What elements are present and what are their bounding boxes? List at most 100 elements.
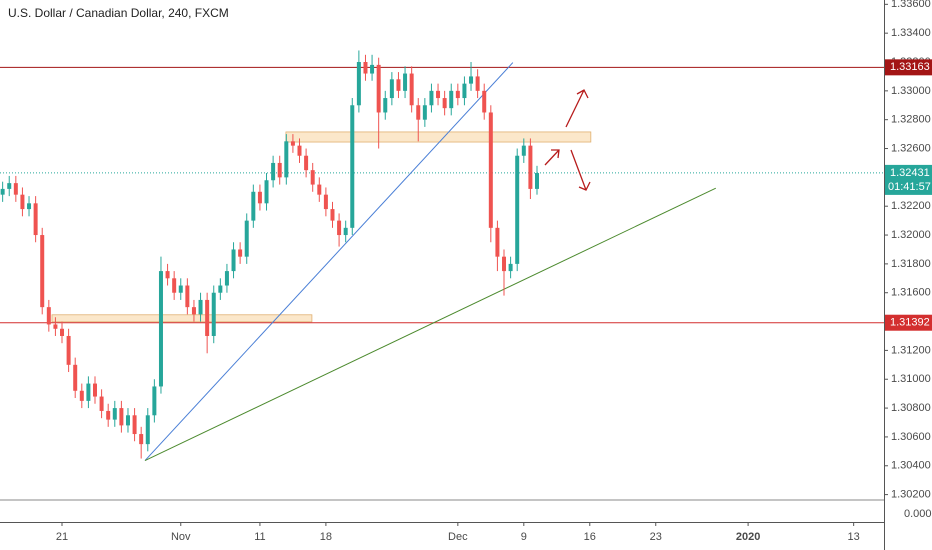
candle-body xyxy=(290,141,295,146)
level-tag xyxy=(885,59,932,76)
candle-body xyxy=(436,90,441,99)
last-price-label: 1.32431 xyxy=(890,167,930,179)
candle-body xyxy=(370,64,375,74)
candle-body xyxy=(528,145,533,189)
y-tick-label: 1.33000 xyxy=(891,85,931,97)
candle-body xyxy=(350,105,355,228)
candle-body xyxy=(495,227,500,257)
candle-body xyxy=(238,249,243,257)
candle-body xyxy=(244,220,249,257)
y-tick-label: 1.31000 xyxy=(891,373,931,385)
candle-body xyxy=(502,256,507,272)
candle-body xyxy=(396,79,401,91)
x-tick-label: 18 xyxy=(320,531,332,543)
candle-body xyxy=(152,386,157,416)
x-tick-label: 2020 xyxy=(736,531,760,543)
candle-body xyxy=(205,299,210,336)
x-tick-label: 13 xyxy=(848,531,860,543)
candle-body xyxy=(27,203,32,210)
candle-body xyxy=(257,191,262,204)
candle-body xyxy=(99,396,104,411)
candle-body xyxy=(66,335,71,365)
y-tick-label: 1.31200 xyxy=(891,344,931,356)
y-tick-label: 1.32800 xyxy=(891,114,931,126)
candle-body xyxy=(53,324,58,329)
candle-body xyxy=(145,415,150,445)
candle-body xyxy=(211,292,216,336)
candle-body xyxy=(79,390,84,401)
candle-body xyxy=(442,98,447,109)
candle-body xyxy=(488,112,493,228)
x-tick-label: 9 xyxy=(521,531,527,543)
candle-body xyxy=(198,299,203,315)
candle-body xyxy=(422,105,427,120)
candle-body xyxy=(271,162,276,181)
candle-body xyxy=(92,383,97,397)
drawn-arrows xyxy=(544,89,591,191)
candle-body xyxy=(277,162,282,178)
candle-body xyxy=(125,415,130,426)
x-tick-label: 23 xyxy=(650,531,662,543)
candle-body xyxy=(172,278,177,293)
candle-body xyxy=(132,415,137,435)
y-tick-label: 1.32600 xyxy=(891,142,931,154)
candle-body xyxy=(40,235,45,308)
candle-body xyxy=(356,62,361,106)
zero-label: 0.00000 xyxy=(904,508,932,520)
candle-body xyxy=(191,307,196,315)
level-tag xyxy=(885,314,932,331)
candle-body xyxy=(297,145,302,156)
candle-body xyxy=(304,155,309,171)
candle-body xyxy=(20,194,25,210)
candle-body xyxy=(330,209,335,221)
candle-body xyxy=(534,173,539,189)
candle-body xyxy=(86,383,91,401)
candle-body xyxy=(231,249,236,272)
x-tick-label: Nov xyxy=(171,531,191,543)
candle-body xyxy=(323,194,328,210)
candle-body xyxy=(508,263,513,272)
candle-body xyxy=(337,220,342,236)
candle-body xyxy=(106,410,111,420)
candle-body xyxy=(119,408,124,426)
x-tick-label: 21 xyxy=(56,531,68,543)
zone xyxy=(285,131,592,143)
x-tick-label: 16 xyxy=(584,531,596,543)
candle-body xyxy=(185,285,190,308)
y-tick-label: 1.30200 xyxy=(891,489,931,501)
candle-body xyxy=(73,364,78,391)
y-tick-label: 1.33600 xyxy=(891,0,931,10)
candle-body xyxy=(112,408,117,420)
candle-body xyxy=(455,90,460,99)
zone xyxy=(51,314,313,323)
x-tick-label: 11 xyxy=(254,531,265,543)
candle-body xyxy=(310,170,315,185)
candle-body xyxy=(60,328,65,336)
y-tick-label: 1.33400 xyxy=(891,27,931,39)
candle-body xyxy=(158,271,163,387)
candle-body xyxy=(363,62,368,74)
candle-body xyxy=(482,90,487,113)
candle-body xyxy=(13,183,18,195)
candle-body xyxy=(317,184,322,195)
candle-body xyxy=(449,90,454,109)
candle-body xyxy=(139,434,144,445)
y-tick-label: 1.30400 xyxy=(891,460,931,472)
candle-body xyxy=(284,141,289,178)
candle-body xyxy=(251,191,256,221)
candle-body xyxy=(469,76,474,84)
y-tick-label: 1.32000 xyxy=(891,229,931,241)
trend-line xyxy=(144,62,514,461)
candle-body xyxy=(0,188,5,195)
candle-body xyxy=(376,64,381,113)
chart-title: U.S. Dollar / Canadian Dollar, 240, FXCM xyxy=(8,6,229,20)
candle-body xyxy=(515,155,520,264)
candle-body xyxy=(403,73,408,91)
candle-body xyxy=(224,271,229,286)
candle-body xyxy=(462,83,467,99)
candle-body xyxy=(389,79,394,99)
candle-body xyxy=(409,73,414,106)
level-tag-label: 1.31392 xyxy=(890,317,930,329)
